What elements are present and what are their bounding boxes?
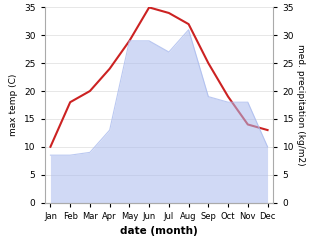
- X-axis label: date (month): date (month): [120, 226, 198, 236]
- Y-axis label: max temp (C): max temp (C): [10, 74, 18, 136]
- Y-axis label: med. precipitation (kg/m2): med. precipitation (kg/m2): [296, 44, 305, 166]
